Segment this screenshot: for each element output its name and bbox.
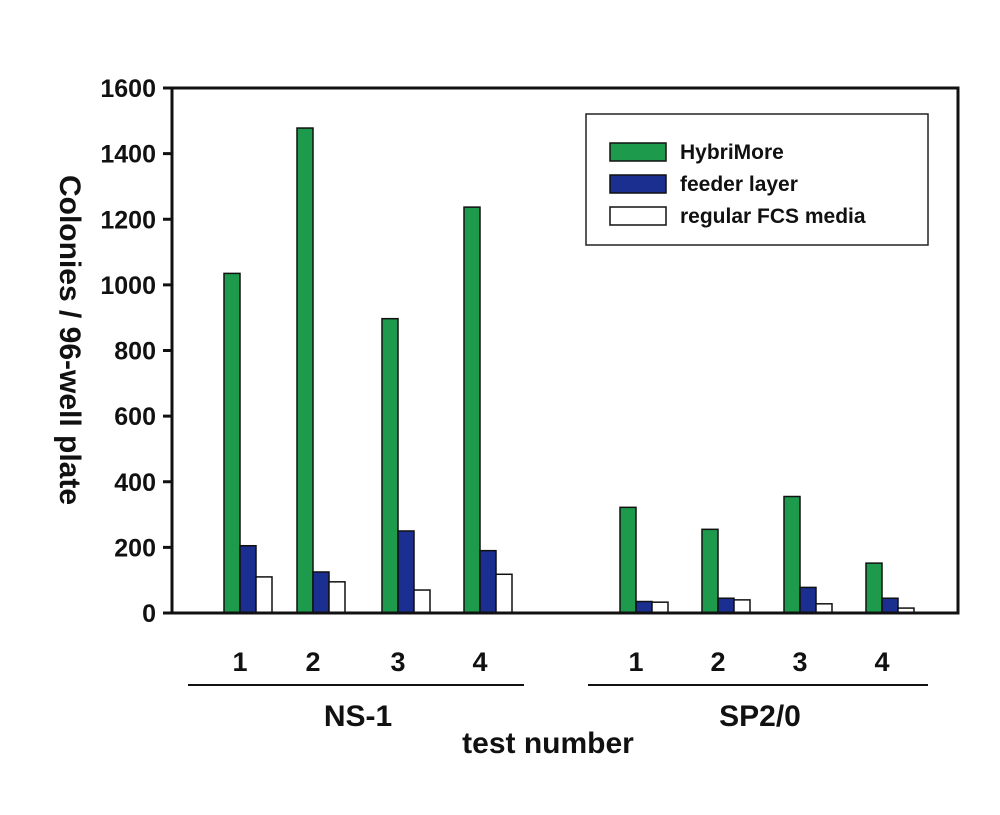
x-tick-label: 2 — [305, 647, 320, 677]
bar-sp20-test2-regular-fcs-media — [733, 599, 751, 614]
bar-sp20-test2-feeder-layer — [717, 597, 735, 614]
bar-sp20-test2-hybrimore — [701, 528, 719, 614]
bar-sp20-test4-feeder-layer — [881, 597, 899, 614]
y-tick-label: 0 — [142, 600, 156, 628]
y-tick-label: 800 — [114, 338, 156, 366]
bar-sp20-test3-hybrimore — [783, 495, 801, 614]
x-tick-label: 3 — [792, 647, 807, 677]
y-tick-label: 1600 — [100, 75, 156, 103]
bar-ns1-test2-feeder-layer — [312, 571, 330, 614]
bar-ns1-test2-regular-fcs-media — [328, 581, 346, 614]
bar-sp20-test3-feeder-layer — [799, 586, 817, 614]
y-tick-label: 1200 — [100, 206, 156, 234]
bar-ns1-test4-feeder-layer — [479, 549, 497, 614]
bar-sp20-test4-hybrimore — [865, 562, 883, 614]
bar-ns1-test2-hybrimore — [296, 127, 314, 614]
legend-label: regular FCS media — [680, 205, 866, 228]
y-axis-title: Colonies / 96-well plate — [53, 175, 86, 505]
y-tick-label: 400 — [114, 469, 156, 497]
legend-swatch — [609, 174, 667, 194]
x-tick-label: 4 — [874, 647, 889, 677]
group-label: NS-1 — [324, 700, 392, 733]
y-tick-label: 1000 — [100, 272, 156, 300]
y-tick-label: 600 — [114, 403, 156, 431]
legend-label: HybriMore — [680, 141, 784, 164]
legend-swatch — [609, 142, 667, 162]
group-label: SP2/0 — [719, 700, 801, 733]
bar-sp20-test1-regular-fcs-media — [651, 601, 669, 614]
bar-ns1-test1-regular-fcs-media — [255, 576, 273, 614]
bar-ns1-test1-feeder-layer — [239, 544, 257, 614]
y-tick-label: 200 — [114, 534, 156, 562]
x-tick-label: 4 — [472, 647, 487, 677]
legend-label: feeder layer — [680, 173, 798, 196]
bar-ns1-test3-hybrimore — [381, 317, 399, 614]
x-axis-title: test number — [462, 727, 634, 760]
bar-ns1-test1-hybrimore — [223, 272, 241, 614]
x-tick-label: 2 — [710, 647, 725, 677]
bar-sp20-test1-hybrimore — [619, 506, 637, 614]
x-tick-label: 1 — [628, 647, 643, 677]
bar-ns1-test4-regular-fcs-media — [495, 573, 513, 614]
y-tick-label: 1400 — [100, 141, 156, 169]
x-tick-label: 1 — [232, 647, 247, 677]
bar-ns1-test3-feeder-layer — [397, 530, 415, 614]
bar-ns1-test3-regular-fcs-media — [413, 589, 431, 614]
bar-ns1-test4-hybrimore — [463, 206, 481, 614]
x-tick-label: 3 — [390, 647, 405, 677]
legend-swatch — [609, 206, 667, 226]
bar-sp20-test1-feeder-layer — [635, 600, 653, 614]
